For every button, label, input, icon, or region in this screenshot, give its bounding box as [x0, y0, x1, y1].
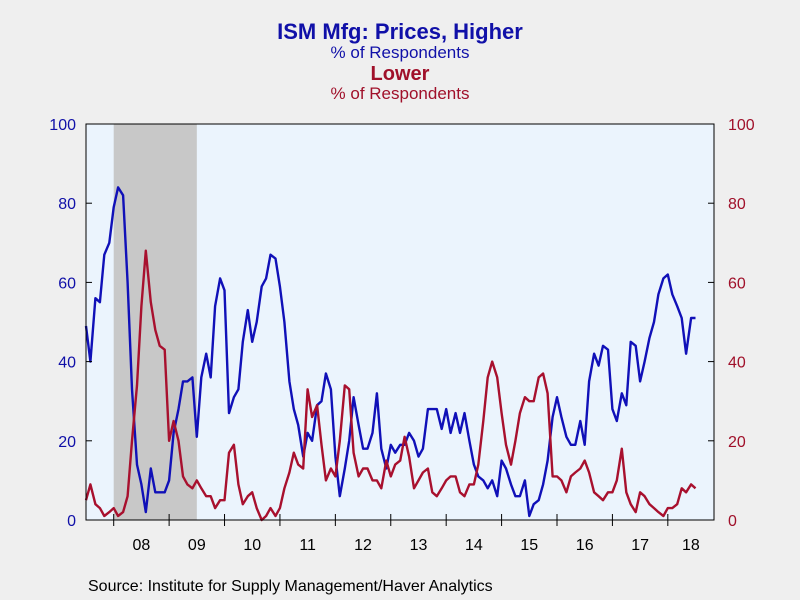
recession-shading	[113, 124, 197, 520]
series-line-lower	[84, 249, 697, 522]
x-tick-label: 12	[354, 537, 372, 554]
y-left-tick-label: 0	[67, 513, 76, 530]
y-right-tick-label: 40	[728, 355, 746, 372]
x-tick-label: 08	[133, 537, 151, 554]
chart-titles: ISM Mfg: Prices, Higher % of Respondents…	[0, 19, 800, 103]
y-right-tick-label: 20	[728, 434, 746, 451]
x-tick-label: 14	[465, 537, 483, 554]
x-tick-label: 10	[243, 537, 261, 554]
x-tick-label: 15	[520, 537, 538, 554]
y-right-tick-label: 0	[728, 513, 737, 530]
chart-subtitle-higher: % of Respondents	[330, 43, 470, 62]
y-left-tick-label: 20	[58, 434, 76, 451]
x-tick-label: 18	[682, 537, 700, 554]
x-tick-label: 11	[299, 537, 316, 554]
x-tick-label: 17	[631, 537, 649, 554]
series-line-higher	[84, 186, 696, 518]
source-note: Source: Institute for Supply Management/…	[88, 578, 493, 595]
chart-title: ISM Mfg: Prices, Higher	[277, 19, 523, 44]
y-left-tick-label: 80	[58, 196, 76, 213]
y-right-tick-label: 100	[728, 117, 755, 134]
x-tick-label: 09	[188, 537, 206, 554]
y-left-tick-label: 60	[58, 275, 76, 292]
plot-frame	[85, 123, 715, 521]
y-left-tick-label: 100	[49, 117, 76, 134]
y-right-tick-label: 80	[728, 196, 746, 213]
y-right-tick-label: 60	[728, 275, 746, 292]
x-tick-label: 16	[576, 537, 594, 554]
y-left-tick-label: 40	[58, 355, 76, 372]
x-tick-label: 13	[410, 537, 428, 554]
chart-title-lower: Lower	[370, 63, 430, 85]
chart-subtitle-lower: % of Respondents	[330, 84, 470, 103]
